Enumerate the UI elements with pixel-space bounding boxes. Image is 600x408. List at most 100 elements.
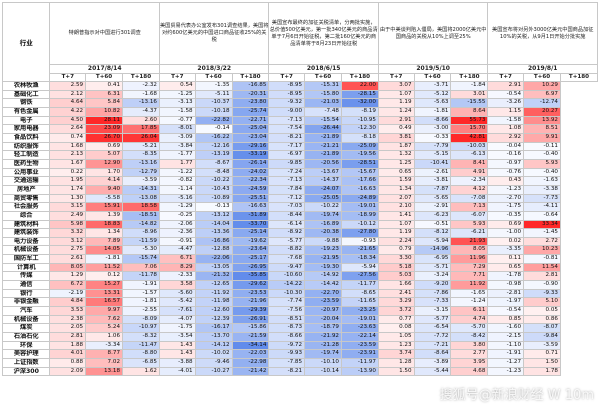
return-cell: -20.56 xyxy=(304,158,342,169)
return-cell: -21.89 xyxy=(304,132,342,143)
return-cell: -11.97 xyxy=(340,358,379,368)
return-cell: 10.23 xyxy=(523,245,561,256)
return-cell: 1.50 xyxy=(377,366,415,377)
horizon-header: T+7 xyxy=(487,73,525,82)
return-cell: -4.37 xyxy=(122,106,160,117)
return-cell: -23.25 xyxy=(340,306,379,316)
table-row: 钢铁 4.64 5.84 -13.16 -3.13 -10.37 -23.80 -9.32 -2… xyxy=(1,98,598,108)
return-cell: -3.34 xyxy=(85,340,124,351)
return-cell: -2.32 xyxy=(122,81,160,91)
event-2-label: 美国贸易代表办公室发布301调查结果，美国将对约600亿美元的中国进口商品征收2… xyxy=(158,2,270,65)
industry-name: 美容护理 xyxy=(1,349,51,359)
return-cell: -1.91 xyxy=(487,349,525,359)
return-cell: 1.08 xyxy=(487,124,525,134)
return-cell: 9.40 xyxy=(85,184,124,195)
return-cell: 7.62 xyxy=(85,314,124,325)
return-cell: 7.29 xyxy=(450,262,489,273)
return-cell: -1.91 xyxy=(122,280,160,290)
event-4-date: 2019/5/10 xyxy=(377,64,489,74)
return-cell: -26.14 xyxy=(231,158,270,169)
return-cell: 4.84 xyxy=(49,297,87,308)
table-row: 沪深300 2.09 13.18 1.62 -4.01 -10.27 -21.42 -8.21… xyxy=(1,366,598,377)
horizon-header: T+180 xyxy=(122,73,160,82)
return-cell: -16.22 xyxy=(194,132,233,143)
return-cell: -23.59 xyxy=(340,340,379,351)
return-cell: 2.64 xyxy=(49,124,87,134)
return-cell: -22.14 xyxy=(340,332,379,342)
return-cell: -24.02 xyxy=(231,167,270,178)
return-cell: 2.72 xyxy=(523,236,561,247)
return-cell: -1.25 xyxy=(158,89,196,100)
return-cell: -3.81 xyxy=(413,176,452,186)
table-row: 公用事业 0.22 1.70 -12.79 -1.22 -8.48 -24.02 -7.24-… xyxy=(1,167,598,178)
return-cell: 18.83 xyxy=(85,219,124,230)
table-row: 建筑装饰 3.32 1.34 -8.96 -2.36 -13.36 -25.14 -8.92-… xyxy=(1,228,598,238)
return-cell: -9.85 xyxy=(268,158,306,169)
return-cell: -25.05 xyxy=(304,193,342,204)
return-cell: -13.90 xyxy=(340,366,379,377)
return-cell: -5.63 xyxy=(413,98,452,108)
return-cell: -14.22 xyxy=(268,280,306,290)
return-cell: -20.31 xyxy=(231,89,270,100)
return-cell: 1.05 xyxy=(377,332,415,342)
return-cell: -7.72 xyxy=(413,332,452,342)
return-cell: -11.92 xyxy=(194,288,233,299)
return-cell: 5.93 xyxy=(523,158,561,169)
industry-name: 医药生物 xyxy=(1,158,51,169)
return-cell: -16.63 xyxy=(340,184,379,195)
return-cell: -6.07 xyxy=(450,210,489,221)
table-row: 上证指数 0.88 7.02 -6.85 -3.88 -9.46 -22.98 -7.85 -1… xyxy=(1,358,598,368)
return-cell: -1.22 xyxy=(158,167,196,178)
return-cell: -9.46 xyxy=(194,358,233,368)
return-cell: 1.24 xyxy=(377,106,415,117)
return-cell: -22.03 xyxy=(231,349,270,359)
return-cell: 3.72 xyxy=(377,306,415,316)
return-cell: -13.12 xyxy=(194,210,233,221)
return-cell: -4.11 xyxy=(523,202,561,212)
return-cell: -1.60 xyxy=(487,323,525,334)
horizon-header-row: T+7 T+60 T+180 T+7 T+60 T+180 T+7 T+60 T+180 T+7 T… xyxy=(3,73,599,82)
industry-name: 上证指数 xyxy=(1,358,51,368)
return-cell: 0.12 xyxy=(85,271,124,282)
return-cell: -16.63 xyxy=(231,202,270,212)
return-cell: 2.12 xyxy=(49,89,87,100)
return-cell: -12.65 xyxy=(194,280,233,290)
return-cell: -3.24 xyxy=(413,271,452,282)
return-cell: 4.01 xyxy=(49,349,87,359)
return-cell: -26.95 xyxy=(231,262,270,273)
industry-name: 基础化工 xyxy=(1,89,51,100)
return-cell: -3.13 xyxy=(158,98,196,108)
return-cell: -1.10 xyxy=(487,340,525,351)
return-cell: 0.79 xyxy=(377,245,415,256)
return-cell: -5.42 xyxy=(158,297,196,308)
return-cell: -8.21 xyxy=(268,366,306,377)
return-cell: 26.70 xyxy=(85,132,124,143)
return-cell: 7.71 xyxy=(450,271,489,282)
return-cell: 3.12 xyxy=(49,236,87,247)
industry-name: 商贸零售 xyxy=(1,193,51,204)
return-cell: -2.19 xyxy=(49,288,87,299)
return-cell: -5.30 xyxy=(122,245,160,256)
return-cell: 11.54 xyxy=(523,262,561,273)
return-cell: -23.59 xyxy=(304,297,342,308)
return-cell: 0.69 xyxy=(85,141,124,152)
return-cell: 2.91 xyxy=(377,115,415,126)
return-cell: -6.54 xyxy=(413,323,452,334)
return-cell: -7.54 xyxy=(268,124,306,134)
return-cell: -0.98 xyxy=(487,280,525,290)
return-cell: -32.00 xyxy=(340,98,379,108)
industry-name: 环保 xyxy=(1,340,51,351)
table-row: 计算机 8.05 11.52 7.06 8.29 -13.05 -26.95 -9.47 -19… xyxy=(1,262,598,273)
return-cell: 11.92 xyxy=(450,280,489,290)
horizon-header: T+7 xyxy=(158,73,196,82)
table-row: 电力设备 3.12 7.89 -11.59 -0.91 -16.86 -19.62 -5.77… xyxy=(1,236,598,247)
return-cell: -1.77 xyxy=(158,150,196,160)
return-cell: -12.88 xyxy=(194,245,233,256)
return-cell: -25.17 xyxy=(231,254,270,264)
return-cell: 0.85 xyxy=(487,314,525,325)
return-cell: -14.12 xyxy=(194,340,233,351)
return-cell: 7.89 xyxy=(85,236,124,247)
return-cell: 5.93 xyxy=(450,219,489,230)
table-row: 电子 4.50 28.11 2.60 -0.77 -22.82 -22.71 -7.13 -15… xyxy=(1,115,598,126)
return-cell: 28.11 xyxy=(85,115,124,126)
